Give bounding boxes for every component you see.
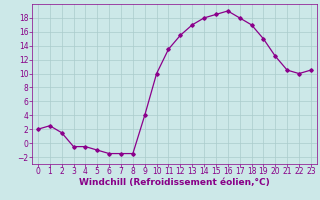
X-axis label: Windchill (Refroidissement éolien,°C): Windchill (Refroidissement éolien,°C) xyxy=(79,178,270,187)
